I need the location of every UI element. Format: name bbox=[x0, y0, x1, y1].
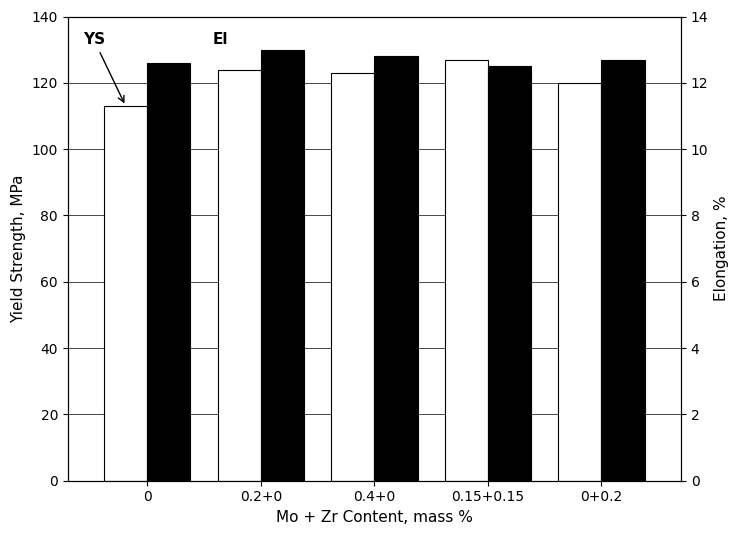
X-axis label: Mo + Zr Content, mass %: Mo + Zr Content, mass % bbox=[276, 510, 473, 525]
Bar bbox=[374, 56, 417, 481]
Bar bbox=[260, 50, 304, 481]
Text: El: El bbox=[212, 32, 228, 47]
Text: YS: YS bbox=[83, 32, 124, 102]
Y-axis label: Elongation, %: Elongation, % bbox=[714, 196, 729, 301]
Bar bbox=[445, 59, 488, 481]
Y-axis label: Yield Strength, MPa: Yield Strength, MPa bbox=[11, 174, 26, 323]
Bar bbox=[559, 83, 602, 481]
Bar bbox=[488, 66, 531, 481]
Bar bbox=[602, 59, 645, 481]
Bar bbox=[104, 106, 147, 481]
Bar bbox=[147, 63, 190, 481]
Bar bbox=[332, 73, 374, 481]
Bar bbox=[218, 70, 260, 481]
